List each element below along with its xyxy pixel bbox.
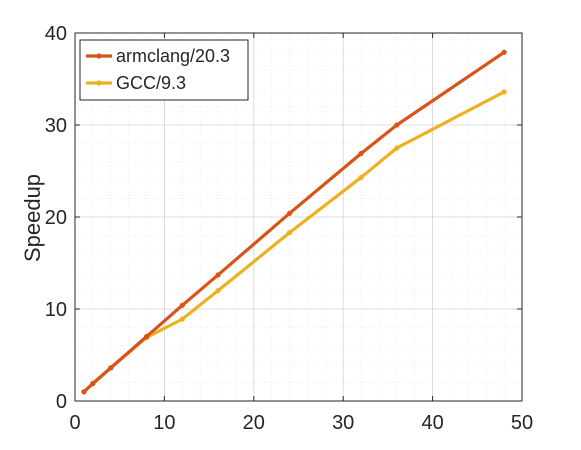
data-point-armclang-20-3 bbox=[143, 334, 150, 340]
y-tick-label: 10 bbox=[45, 299, 67, 321]
data-point-armclang-20-3 bbox=[358, 150, 364, 157]
data-point-armclang-20-3 bbox=[394, 122, 400, 128]
x-tick-label: 20 bbox=[243, 412, 265, 434]
y-tick-label: 40 bbox=[45, 23, 67, 45]
data-point-gcc-9-3 bbox=[286, 230, 293, 236]
series-line-armclang-20-3 bbox=[82, 50, 506, 394]
x-tick-label: 50 bbox=[511, 412, 533, 434]
data-point-armclang-20-3 bbox=[215, 272, 221, 278]
legend-marker-armclang-20-3 bbox=[96, 53, 102, 59]
data-point-armclang-20-3 bbox=[286, 210, 293, 216]
legend-label-gcc-9-3: GCC/9.3 bbox=[116, 73, 186, 93]
legend-marker-gcc-9-3 bbox=[96, 80, 102, 86]
x-tick-label: 0 bbox=[69, 412, 80, 434]
data-point-gcc-9-3 bbox=[501, 89, 507, 95]
data-point-gcc-9-3 bbox=[394, 145, 400, 151]
data-point-armclang-20-3 bbox=[179, 302, 185, 308]
y-axis-title: Speedup bbox=[20, 174, 45, 262]
data-point-gcc-9-3 bbox=[358, 174, 364, 181]
y-tick-label: 0 bbox=[56, 391, 67, 413]
x-tick-label: 40 bbox=[421, 412, 443, 434]
legend-box bbox=[79, 39, 249, 101]
tick-labels: 0 10 20 30 40 50 0 10 20 30 40 bbox=[45, 23, 533, 434]
data-point-armclang-20-3 bbox=[108, 365, 114, 371]
x-tick-label: 10 bbox=[153, 412, 175, 434]
y-tick-label: 30 bbox=[45, 115, 67, 137]
legend: armclang/20.3 GCC/9.3 bbox=[79, 39, 249, 101]
data-point-gcc-9-3 bbox=[179, 316, 185, 322]
data-point-armclang-20-3 bbox=[501, 49, 507, 55]
axes bbox=[74, 32, 523, 402]
y-tick-label: 20 bbox=[45, 207, 67, 229]
series-lines bbox=[81, 49, 507, 395]
legend-label-armclang-20-3: armclang/20.3 bbox=[116, 46, 230, 66]
x-tick-label: 30 bbox=[332, 412, 354, 434]
data-point-gcc-9-3 bbox=[215, 288, 221, 294]
data-point-armclang-20-3 bbox=[90, 380, 96, 387]
data-point-armclang-20-3 bbox=[81, 389, 87, 395]
